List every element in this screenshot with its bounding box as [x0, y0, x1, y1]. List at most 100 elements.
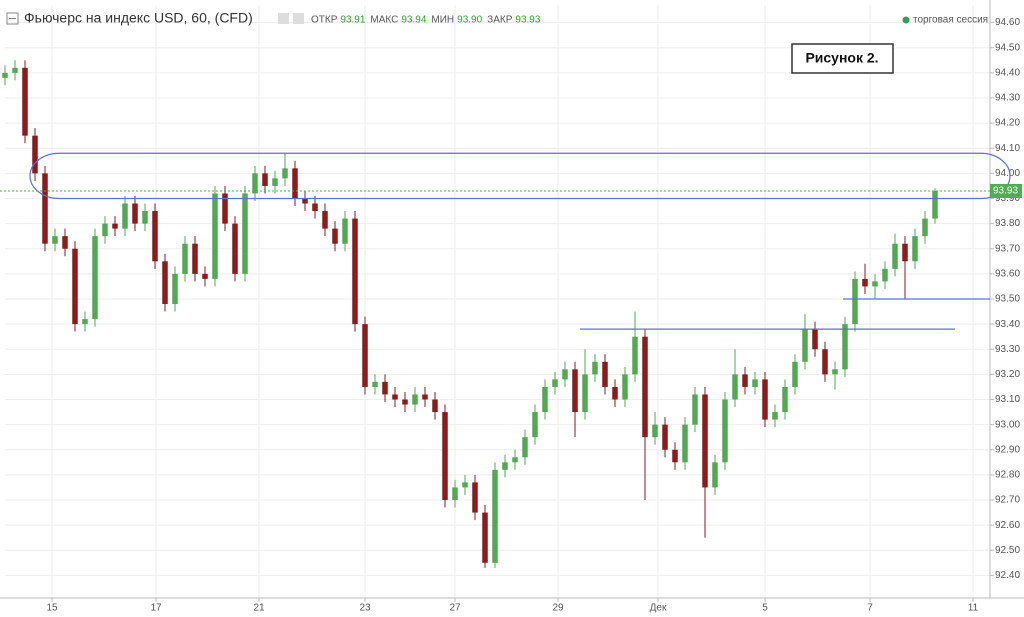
candle-body [192, 243, 198, 274]
candle-body [922, 218, 928, 237]
x-tick-label: 17 [150, 603, 162, 614]
candle-body [832, 369, 838, 375]
y-tick-label: 93.70 [995, 243, 1020, 254]
candle-body [862, 278, 868, 287]
candle-body [452, 487, 458, 501]
y-tick-label: 92.50 [995, 545, 1020, 556]
candle-body [582, 374, 588, 413]
candle-body [342, 218, 348, 244]
zone-ellipse [29, 152, 1011, 200]
ohlc-value: 93.94 [401, 15, 426, 26]
candle-body [352, 218, 358, 325]
candle-body [392, 394, 398, 400]
y-tick-label: 93.30 [995, 344, 1020, 355]
ohlc-name: МАКС [370, 15, 398, 26]
candle-body [472, 482, 478, 513]
candle-body [672, 449, 678, 463]
candle-body [432, 399, 438, 413]
x-tick-label: 23 [359, 603, 371, 614]
candle-body [662, 424, 668, 450]
candle-body [932, 190, 938, 219]
ohlc-value: 93.93 [515, 15, 540, 26]
candle-body [902, 243, 908, 262]
candle-body [622, 374, 628, 400]
candle-body [322, 211, 328, 229]
candle-body [32, 135, 38, 174]
y-tick-label: 93.40 [995, 319, 1020, 330]
candle-body [562, 369, 568, 380]
ohlc-value: 93.90 [457, 15, 482, 26]
candle-body [542, 386, 548, 413]
candle-body [52, 236, 58, 244]
chart-title: Фьючерс на индекс USD, 60, (CFD) [24, 10, 253, 26]
toggle-icon[interactable] [278, 13, 289, 24]
y-tick-label: 93.10 [995, 394, 1020, 405]
candle-body [222, 193, 228, 224]
candle-body [162, 261, 168, 305]
candle-body [112, 223, 118, 229]
x-tick-label: Дек [650, 603, 667, 614]
candle-body [912, 236, 918, 262]
ohlc-header: ОТКР 93.91 МАКС 93.94 МИН 93.90 ЗАКР 93.93 [311, 15, 541, 26]
candle-body [802, 329, 808, 362]
collapse-icon[interactable] [6, 12, 19, 25]
y-tick-label: 94.00 [995, 168, 1020, 179]
y-tick-label: 92.40 [995, 570, 1020, 581]
candle-body [822, 349, 828, 375]
settings-icon[interactable] [293, 13, 304, 24]
candle-body [232, 223, 238, 274]
candle-body [142, 211, 148, 224]
y-tick-label: 94.10 [995, 143, 1020, 154]
candle-body [22, 67, 28, 136]
candle-body [702, 394, 708, 488]
candle-body [852, 278, 858, 325]
ohlc-name: ОТКР [311, 15, 338, 26]
candle-body [462, 482, 468, 488]
candle-body [792, 361, 798, 387]
x-tick-label: 11 [968, 603, 979, 614]
candle-body [72, 248, 78, 325]
candle-body [92, 236, 98, 320]
candle-body [412, 394, 418, 405]
ohlc-value: 93.91 [340, 15, 365, 26]
ohlc-name: ЗАКР [487, 15, 513, 26]
candle-body [172, 273, 178, 305]
candle-body [42, 173, 48, 244]
legend-dot [902, 16, 910, 24]
candle-body [332, 228, 338, 244]
grid [5, 5, 990, 598]
x-tick-label: 15 [46, 603, 58, 614]
candle-body [532, 412, 538, 438]
y-tick-label: 93.20 [995, 369, 1020, 380]
x-tick-label: 29 [552, 603, 564, 614]
candle-body [872, 281, 878, 287]
candle-body [182, 243, 188, 274]
y-tick-label: 93.50 [995, 294, 1020, 305]
x-tick-label: 7 [867, 603, 873, 614]
y-tick-label: 94.40 [995, 67, 1020, 78]
candle-body [572, 369, 578, 413]
candle-body [442, 412, 448, 501]
candle-body [132, 203, 138, 224]
candle-body [282, 168, 288, 179]
candle-body [262, 173, 268, 186]
y-tick-label: 92.90 [995, 444, 1020, 455]
candle-body [372, 381, 378, 387]
last-price-label: 93.93 [993, 186, 1018, 197]
candle-body [242, 193, 248, 274]
candle-body [402, 399, 408, 405]
candle-body [312, 203, 318, 212]
candle-body [202, 273, 208, 279]
y-tick-label: 94.50 [995, 42, 1020, 53]
y-tick-label: 94.20 [995, 118, 1020, 129]
candle-body [892, 243, 898, 269]
candle-body [492, 469, 498, 563]
candle-body [632, 336, 638, 375]
candle-body [612, 386, 618, 400]
candle-body [592, 361, 598, 375]
candle-body [782, 386, 788, 413]
y-tick-label: 92.70 [995, 495, 1020, 506]
candle-body [842, 324, 848, 370]
candle-body [552, 379, 558, 387]
candle-body [362, 324, 368, 387]
